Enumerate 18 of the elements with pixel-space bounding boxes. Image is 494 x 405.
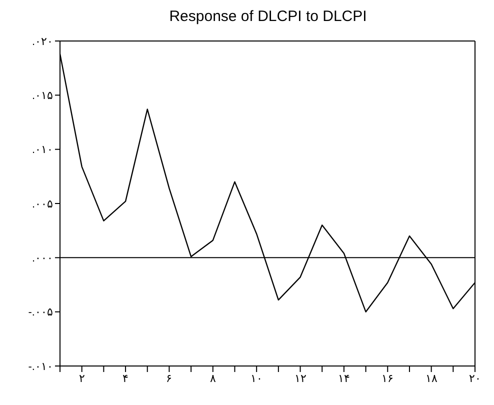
y-tick-label: .۰۲۰ (32, 36, 53, 48)
x-tick-label: ۲ (78, 372, 85, 385)
y-tick-label: .۰۱۰ (32, 144, 53, 156)
y-tick-label: .۰۰۰ (32, 252, 53, 265)
x-tick-label: ۸ (210, 372, 216, 385)
x-tick-label: ۱۸ (425, 372, 438, 385)
y-tick-label: .۰۱۵ (32, 90, 53, 102)
x-tick-label: ۱۴ (338, 372, 350, 385)
x-tick-label: ۶ (166, 372, 172, 385)
chart-title: Response of DLCPI to DLCPI (168, 8, 368, 27)
x-tick-label: ۲۰ (469, 372, 481, 385)
x-tick-label: ۱۶ (382, 372, 394, 385)
x-tick-label: ۴ (122, 372, 129, 385)
x-tick-label: ۱۰ (250, 372, 263, 385)
y-tick-label: -.۰۱۰ (28, 360, 53, 373)
y-tick-label: .۰۰۵ (32, 198, 53, 210)
x-tick-label: ۱۲ (294, 372, 306, 385)
y-tick-label: -.۰۰۵ (28, 306, 53, 319)
